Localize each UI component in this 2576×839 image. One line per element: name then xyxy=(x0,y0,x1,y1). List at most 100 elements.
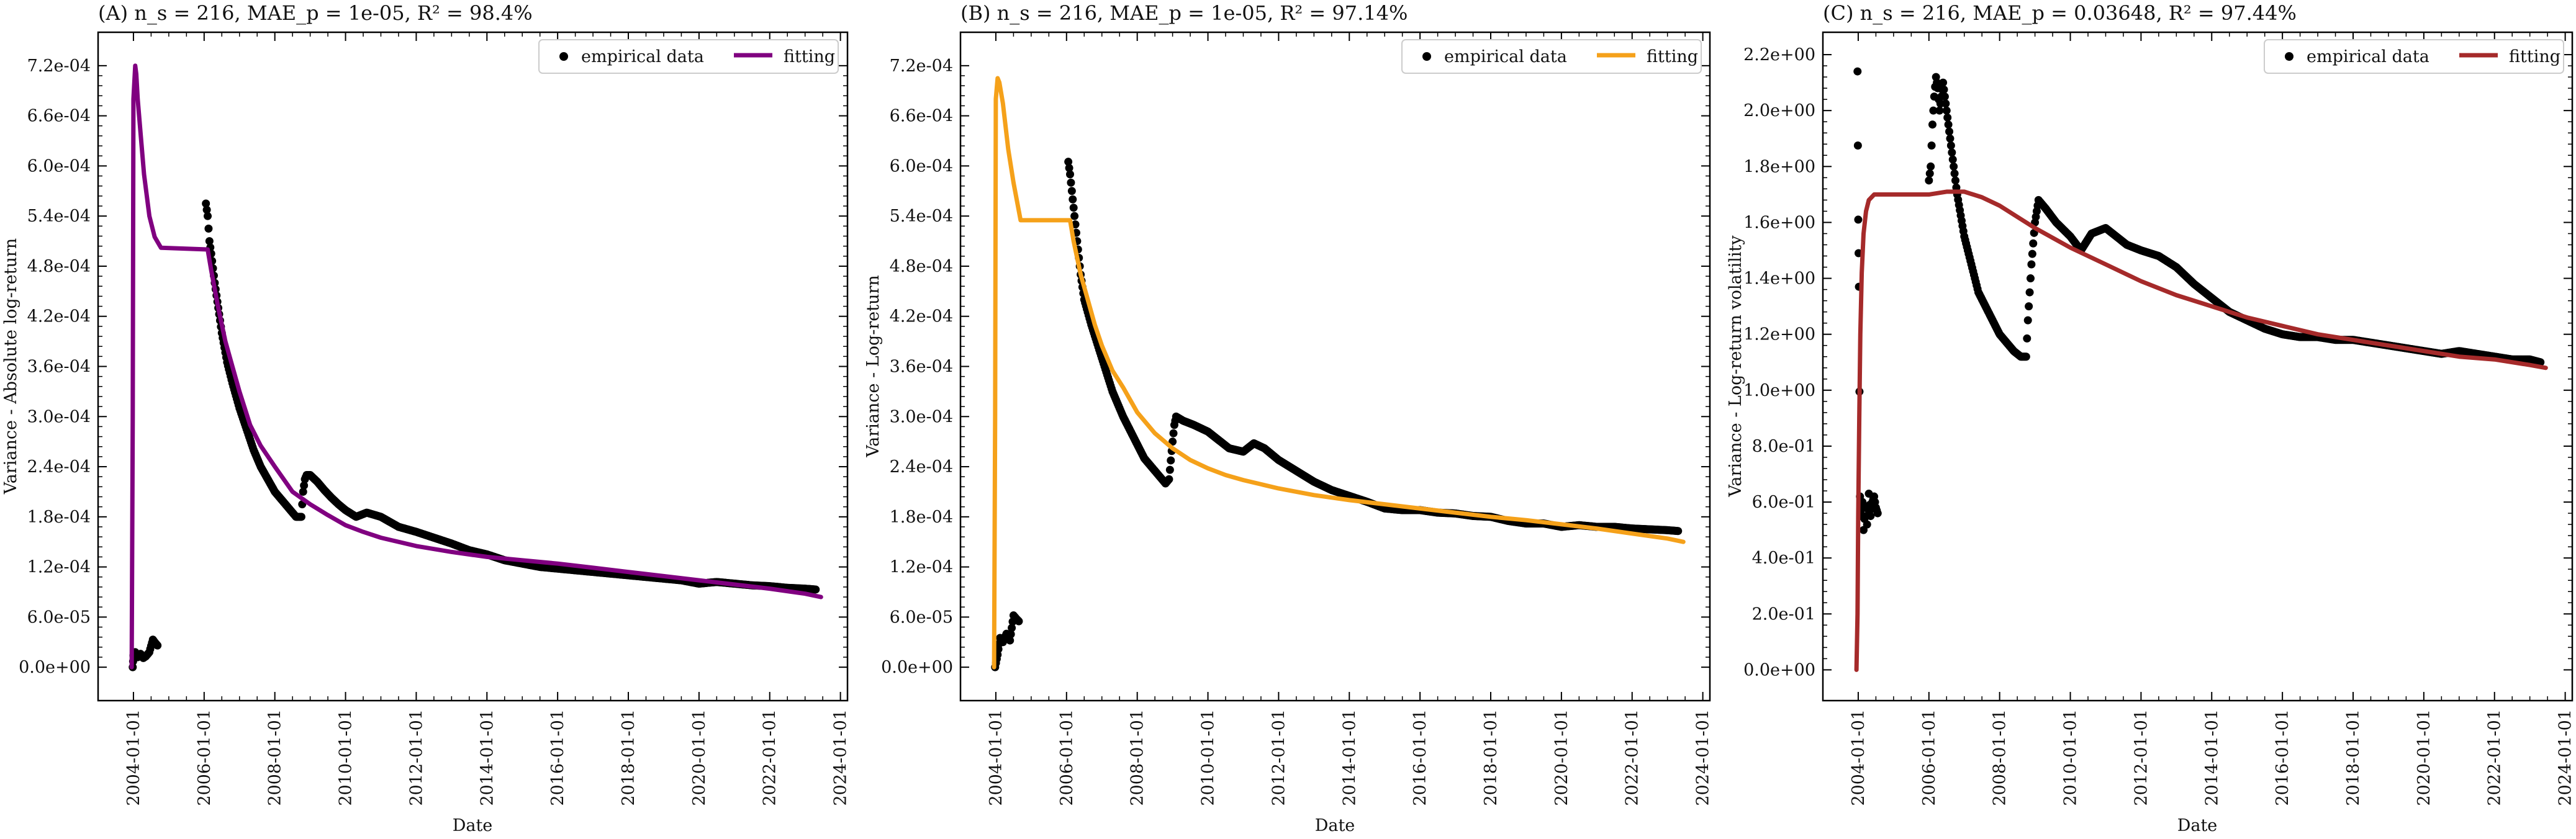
y-tick-label: 8.0e-01 xyxy=(1752,437,1815,456)
panel-a-legend: empirical data fitting xyxy=(538,39,839,74)
empirical-point xyxy=(1948,148,1956,157)
y-tick-label: 1.0e+00 xyxy=(1743,381,1815,400)
empirical-point xyxy=(1168,437,1177,446)
x-tick-label: 2012-01-01 xyxy=(2131,709,2151,806)
empirical-point xyxy=(1935,106,1944,115)
empirical-point xyxy=(1006,636,1015,645)
panel-b-legend-fitting-label: fitting xyxy=(1647,47,1698,66)
empirical-point xyxy=(1948,155,1957,164)
x-tick-label: 2016-01-01 xyxy=(548,709,567,806)
empirical-data-series xyxy=(991,158,1683,671)
empirical-point xyxy=(153,641,162,650)
empirical-point xyxy=(2536,358,2545,367)
x-tick-label: 2014-01-01 xyxy=(477,709,497,806)
x-tick-label: 2006-01-01 xyxy=(1920,709,1939,806)
empirical-point xyxy=(1945,127,1954,136)
y-tick-label: 2.0e+00 xyxy=(1743,101,1815,120)
x-tick-label: 2022-01-01 xyxy=(1623,709,1642,806)
empirical-point xyxy=(1927,141,1936,150)
empirical-data-series xyxy=(129,199,820,671)
y-tick-label: 0.0e+00 xyxy=(19,658,91,677)
panel-b-legend-box xyxy=(1401,39,1702,74)
y-tick-label: 6.6e-04 xyxy=(890,107,953,126)
chart-panel-b: (B) n_s = 216, MAE_p = 1e-05, R² = 97.14… xyxy=(864,1,1713,835)
empirical-point xyxy=(1941,99,1950,108)
y-tick-label: 1.8e-04 xyxy=(27,508,91,527)
fitting-line xyxy=(992,76,1686,670)
y-tick-label: 0.0e+00 xyxy=(881,658,953,677)
panel-b-legend-empirical-marker xyxy=(1422,52,1431,61)
panel-b-y-axis-label: Variance - Log-return xyxy=(864,275,883,458)
x-tick-label: 2004-01-01 xyxy=(1849,709,1868,806)
fitting-line xyxy=(1854,189,2548,672)
y-tick-label: 1.8e-04 xyxy=(890,508,953,527)
empirical-point xyxy=(1946,141,1955,150)
x-tick-label: 2010-01-01 xyxy=(1199,709,1218,806)
x-tick-label: 2016-01-01 xyxy=(2273,709,2292,806)
empirical-point xyxy=(203,212,212,220)
y-tick-label: 6.0e-04 xyxy=(890,156,953,176)
panel-b-legend-empirical-label: empirical data xyxy=(1444,47,1567,66)
empirical-point xyxy=(1927,162,1935,171)
empirical-point xyxy=(1071,220,1080,229)
y-tick-label: 7.2e-04 xyxy=(890,56,953,76)
empirical-point xyxy=(300,481,309,490)
empirical-point xyxy=(1951,176,1960,185)
x-tick-label: 2004-01-01 xyxy=(987,709,1006,806)
empirical-point xyxy=(1008,624,1016,632)
panel-a-frame xyxy=(97,31,849,702)
panel-b-title: (B) n_s = 216, MAE_p = 1e-05, R² = 97.14… xyxy=(960,1,1408,25)
empirical-point xyxy=(1853,141,1862,150)
panel-b-x-axis-label: Date xyxy=(1315,816,1355,835)
empirical-point xyxy=(299,487,307,496)
chart-panel-a: (A) n_s = 216, MAE_p = 1e-05, R² = 98.4%… xyxy=(1,1,851,835)
x-tick-label: 2006-01-01 xyxy=(195,709,214,806)
empirical-point xyxy=(1863,520,1871,529)
fitting-line xyxy=(129,63,823,670)
panel-c-legend: empirical data fitting xyxy=(2264,39,2564,74)
empirical-point xyxy=(1929,106,1938,115)
y-tick-label: 3.0e-04 xyxy=(27,407,91,426)
empirical-point xyxy=(1939,78,1948,87)
empirical-point xyxy=(1853,67,1862,76)
empirical-point xyxy=(1854,215,1863,224)
y-tick-label: 6.6e-04 xyxy=(27,107,91,126)
empirical-point xyxy=(204,224,213,233)
empirical-point xyxy=(2025,302,2033,311)
empirical-point xyxy=(1165,465,1174,474)
panel-b-plot: 0.0e+00 6.0e-05 1.2e-04 1.8e-04 2.4e-04 3.0e-… xyxy=(881,32,1713,806)
x-tick-label: 2018-01-01 xyxy=(619,709,638,806)
empirical-point xyxy=(2023,316,2032,325)
panel-a-legend-empirical-label: empirical data xyxy=(581,47,704,66)
y-tick-label: 4.8e-04 xyxy=(890,257,953,276)
x-tick-label: 2004-01-01 xyxy=(124,709,143,806)
panel-a-legend-fitting-label: fitting xyxy=(784,47,835,66)
panel-c-plot: 0.0e+00 2.0e-01 4.0e-01 6.0e-01 8.0e-01 1.0e+… xyxy=(1743,32,2575,806)
panel-c-legend-box xyxy=(2264,39,2564,74)
empirical-point xyxy=(1006,630,1015,639)
x-tick-label: 2014-01-01 xyxy=(1340,709,1359,806)
panel-c-title: (C) n_s = 216, MAE_p = 0.03648, R² = 97.… xyxy=(1823,1,2297,25)
x-tick-label: 2014-01-01 xyxy=(2202,709,2221,806)
y-tick-label: 4.2e-04 xyxy=(890,307,953,326)
empirical-point xyxy=(1946,134,1955,143)
x-tick-label: 2010-01-01 xyxy=(337,709,356,806)
y-tick-label: 5.4e-04 xyxy=(890,207,953,226)
empirical-point xyxy=(1940,85,1948,94)
y-tick-label: 6.0e-05 xyxy=(27,608,91,627)
empirical-point xyxy=(1065,170,1074,179)
empirical-point xyxy=(1015,617,1023,626)
x-tick-label: 2018-01-01 xyxy=(2344,709,2363,806)
y-tick-label: 6.0e-01 xyxy=(1752,493,1815,512)
panel-a-legend-empirical-marker xyxy=(559,52,568,61)
panel-b-frame xyxy=(959,31,1711,702)
empirical-point xyxy=(2023,334,2031,343)
empirical-point xyxy=(1064,158,1073,166)
chart-panel-c: (C) n_s = 216, MAE_p = 0.03648, R² = 97.… xyxy=(1726,1,2575,835)
x-tick-label: 2020-01-01 xyxy=(1552,709,1571,806)
panel-c-legend-fitting-label: fitting xyxy=(2509,47,2560,66)
empirical-point xyxy=(1943,113,1952,122)
empirical-point xyxy=(1169,429,1178,437)
y-tick-label: 3.0e-04 xyxy=(890,407,953,426)
